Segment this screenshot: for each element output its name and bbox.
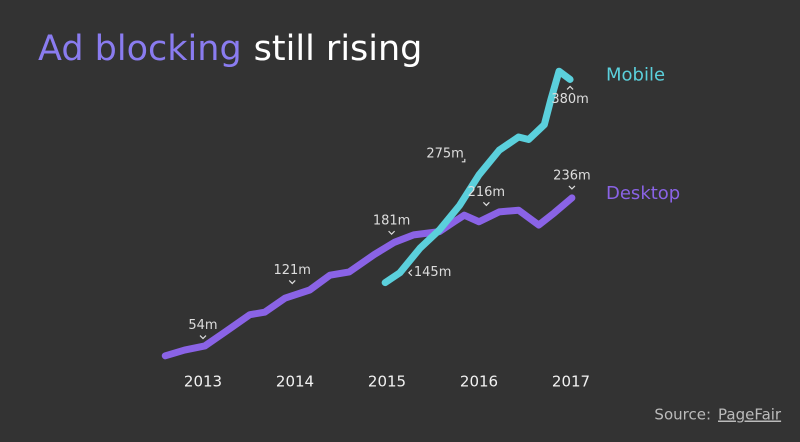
x-tick-label: 2015 xyxy=(368,373,406,391)
series-label: Desktop xyxy=(606,183,680,204)
source-link[interactable]: PageFair xyxy=(718,406,782,424)
series-line xyxy=(381,67,574,287)
annotation-caret xyxy=(288,280,296,285)
annotation-caret xyxy=(408,269,413,277)
annotation-caret xyxy=(388,230,396,235)
annotation-caret xyxy=(482,201,490,207)
title-rest: still rising xyxy=(254,29,423,69)
annotation-label: 236m xyxy=(553,168,590,183)
x-tick-label: 2013 xyxy=(184,373,222,391)
annotation-label: 181m xyxy=(373,214,410,229)
x-tick-label: 2016 xyxy=(460,373,498,391)
x-tick-label: 2017 xyxy=(552,373,590,391)
annotation-label: 145m xyxy=(414,265,451,280)
x-tick-label: 2014 xyxy=(276,373,314,391)
annotation-caret xyxy=(461,158,466,163)
annotation-caret xyxy=(568,185,576,190)
series-line xyxy=(161,194,576,360)
annotation-label: 275m xyxy=(426,146,463,161)
annotation-label: 380m xyxy=(551,92,588,107)
source-label: Source: xyxy=(654,406,711,424)
annotation-caret xyxy=(199,335,207,340)
chart-title: Ad blocking still rising xyxy=(38,29,422,69)
annotation-label: 121m xyxy=(273,263,310,278)
title-highlight: Ad blocking xyxy=(38,29,242,69)
annotation-caret xyxy=(566,85,574,90)
series-label: Mobile xyxy=(606,64,665,85)
annotation-label: 216m xyxy=(468,185,505,200)
annotation-label: 54m xyxy=(188,318,217,333)
